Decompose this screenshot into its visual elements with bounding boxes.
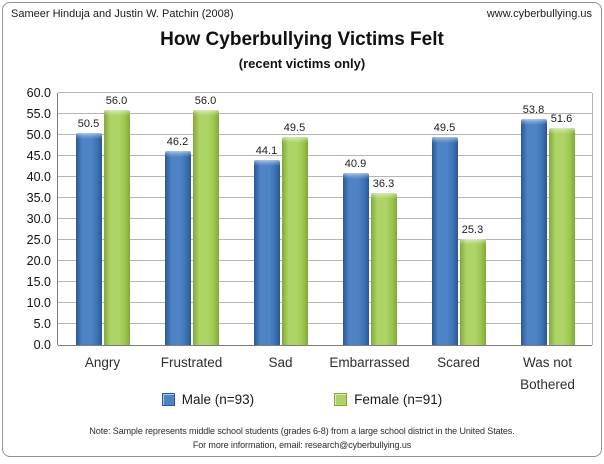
y-axis-tick-label: 25.0 <box>26 233 51 247</box>
bar-value-label: 36.3 <box>372 177 395 190</box>
y-axis-tick-label: 50.0 <box>26 128 51 142</box>
y-axis-tick-label: 20.0 <box>26 254 51 268</box>
gridline <box>58 134 592 135</box>
bar-male-sad <box>253 159 280 345</box>
y-axis-tick-label: 60.0 <box>26 86 51 100</box>
y-axis-tick-label: 30.0 <box>26 212 51 226</box>
footnote-line-1: Note: Sample represents middle school st… <box>89 426 515 436</box>
y-axis-tick-label: 40.0 <box>26 170 51 184</box>
page-title: How Cyberbullying Victims Felt <box>160 29 444 50</box>
legend-item-male: Male (n=93) <box>161 392 255 407</box>
y-axis: 0.0 5.0 10.0 15.0 20.0 25.0 30.0 35.0 40.0 45.0 50… <box>4 86 51 352</box>
bar-male-angry <box>75 132 102 345</box>
bar-value-label: 25.3 <box>461 223 484 236</box>
gridline <box>58 176 592 177</box>
legend-label-male: Male (n=93) <box>181 392 255 407</box>
bar-value-label: 53.8 <box>522 104 545 117</box>
x-axis-category-label: Sad <box>268 355 293 370</box>
bar-male-scared <box>431 137 458 345</box>
bar-value-label: 56.0 <box>105 94 128 107</box>
y-axis-tick-label: 55.0 <box>26 107 51 121</box>
gridline <box>58 92 592 93</box>
bar-female-embarrassed <box>370 192 397 345</box>
legend-item-female: Female (n=91) <box>334 392 442 407</box>
y-axis-tick-label: 0.0 <box>33 338 51 352</box>
website-url: www.cyberbullying.us <box>486 8 592 20</box>
footnote-line-2: For more information, email: research@cy… <box>192 440 412 450</box>
legend-swatch-female <box>334 393 348 406</box>
bar-value-label: 49.5 <box>283 122 306 135</box>
gridline <box>58 218 592 219</box>
x-axis-category-label: Scared <box>437 355 480 370</box>
legend-label-female: Female (n=91) <box>354 392 443 407</box>
bar-value-label: 51.6 <box>550 113 573 126</box>
x-axis-line <box>58 345 592 346</box>
bar-value-label: 50.5 <box>77 117 100 130</box>
y-axis-tick-label: 15.0 <box>26 275 51 289</box>
bar-value-label: 46.2 <box>166 135 189 148</box>
bar-male-embarrassed <box>342 173 369 345</box>
bar-value-label: 56.0 <box>194 94 217 107</box>
gridline <box>58 281 592 282</box>
y-axis-tick-label: 45.0 <box>26 149 51 163</box>
bar-female-frustrated <box>192 109 219 345</box>
x-axis-category-label: Was not Bothered <box>520 355 575 392</box>
y-axis-tick-label: 35.0 <box>26 191 51 205</box>
chart-legend: Male (n=93) Female (n=91) <box>0 392 604 407</box>
gridline <box>58 155 592 156</box>
x-axis-category-label: Embarrassed <box>329 355 410 370</box>
bar-female-angry <box>103 109 130 345</box>
attribution-text: Sameer Hinduja and Justin W. Patchin (20… <box>11 8 234 20</box>
bar-female-was-not-bothered <box>548 128 575 345</box>
y-axis-tick-label: 5.0 <box>33 317 51 331</box>
bar-value-label: 40.9 <box>344 158 367 171</box>
bar-value-label: 49.5 <box>433 122 456 135</box>
gridline <box>58 239 592 240</box>
gridline <box>58 197 592 198</box>
plot-area: 50.5 56.0 Angry 46.2 56.0 Frustrated 44.1 49.5 S… <box>57 92 593 392</box>
gridline <box>58 323 592 324</box>
y-axis-tick-label: 10.0 <box>26 296 51 310</box>
gridline <box>58 113 592 114</box>
gridline <box>58 302 592 303</box>
bar-male-was-not-bothered <box>520 119 547 345</box>
x-axis-category-label: Frustrated <box>160 355 223 370</box>
legend-swatch-male <box>161 393 175 406</box>
bar-value-label: 44.1 <box>255 144 278 157</box>
bar-male-frustrated <box>164 150 191 345</box>
page-subtitle: (recent victims only) <box>238 56 366 71</box>
bar-female-scared <box>459 238 486 345</box>
x-axis-category-label: Angry <box>84 355 121 370</box>
bar-female-sad <box>281 137 308 345</box>
gridline <box>58 260 592 261</box>
